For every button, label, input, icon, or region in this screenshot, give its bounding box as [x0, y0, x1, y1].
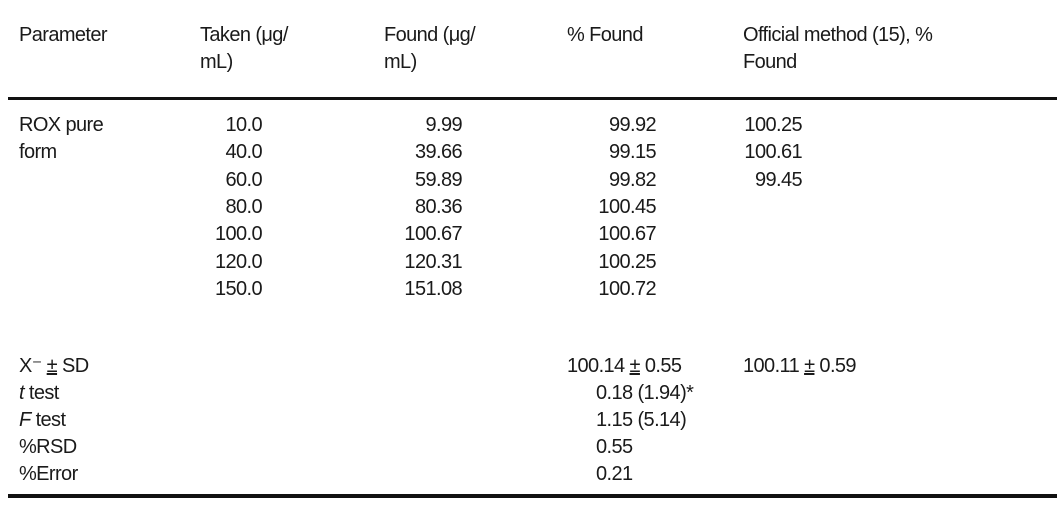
table-row-f-test: F test 1.15 (5.14) [0, 407, 1057, 434]
taken-value: 150.0 [214, 277, 263, 300]
table-row-t-test: t test 0.18 (1.94)* [0, 380, 1057, 407]
header-official: Official method (15), % Found [743, 22, 933, 76]
rsd-value: 0.55 [596, 436, 633, 458]
official-mean-sd: 100.11 ± 0.59 [743, 355, 857, 377]
method-mean-sd: 100.14 ± 0.55 [567, 355, 682, 377]
table-row-mean: X⁻ ± SD 100.14 ± 0.55 100.11 ± 0.59 [0, 353, 1057, 380]
found-value: 39.66 [414, 141, 463, 164]
header-found-line1: Found (μg/ [384, 24, 476, 46]
percent-found-value: 99.92 [608, 114, 657, 136]
header-parameter: Parameter [19, 24, 108, 46]
percent-found-value: 99.82 [608, 168, 657, 191]
header-rule [8, 97, 1057, 100]
percent-found-value: 100.67 [598, 223, 656, 246]
error-label: %Error [19, 463, 78, 485]
header-taken-line2: mL) [200, 51, 233, 73]
found-value: 151.08 [404, 277, 462, 300]
table-row-error: %Error 0.21 [0, 461, 1057, 488]
taken-value: 100.0 [214, 223, 263, 246]
table-row: 120.0 120.31 100.25 [0, 249, 1057, 276]
percent-found-value: 100.25 [598, 250, 656, 273]
table-row: ROX pure 10.0 9.99 99.92 100.25 [0, 112, 1057, 139]
taken-value: 40.0 [225, 141, 262, 164]
percent-found-value: 100.72 [598, 277, 656, 300]
header-taken: Taken (μg/ mL) [200, 22, 288, 76]
sample-label: form [19, 141, 57, 164]
rsd-label: %RSD [19, 436, 77, 458]
official-value: 99.45 [754, 168, 803, 191]
error-value: 0.21 [596, 463, 633, 485]
bottom-rule [8, 494, 1057, 498]
table-row: 100.0 100.67 100.67 [0, 221, 1057, 248]
header-found-line2: mL) [384, 51, 417, 73]
f-test-value: 1.15 (5.14) [596, 409, 687, 431]
table-row: 150.0 151.08 100.72 [0, 276, 1057, 303]
t-test-value: 0.18 (1.94)* [596, 382, 694, 404]
taken-value: 120.0 [214, 250, 263, 273]
table-row: 80.0 80.36 100.45 [0, 194, 1057, 221]
table-row: form 40.0 39.66 99.15 100.61 [0, 139, 1057, 166]
percent-found-value: 99.15 [608, 141, 657, 164]
mean-label: X⁻ ± SD [19, 355, 89, 377]
header-found: Found (μg/ mL) [384, 22, 476, 76]
found-value: 120.31 [404, 250, 462, 273]
table-row: 60.0 59.89 99.82 99.45 [0, 167, 1057, 194]
found-value: 59.89 [414, 168, 463, 191]
percent-found-value: 100.45 [598, 195, 656, 218]
found-value: 9.99 [425, 114, 462, 136]
taken-value: 10.0 [225, 114, 262, 136]
found-value: 100.67 [404, 223, 462, 246]
table-row-rsd: %RSD 0.55 [0, 434, 1057, 461]
taken-value: 80.0 [225, 195, 262, 218]
header-official-line2: Found [743, 51, 797, 73]
official-value: 100.25 [744, 114, 802, 136]
sample-label: ROX pure [19, 114, 104, 136]
header-official-line1: Official method (15), % [743, 24, 933, 46]
found-value: 80.36 [414, 195, 463, 218]
header-taken-line1: Taken (μg/ [200, 24, 288, 46]
t-test-label: t test [19, 382, 59, 404]
taken-value: 60.0 [225, 168, 262, 191]
header-percent-found: % Found [567, 24, 643, 46]
official-value: 100.61 [744, 141, 802, 164]
f-test-label: F test [19, 409, 66, 431]
